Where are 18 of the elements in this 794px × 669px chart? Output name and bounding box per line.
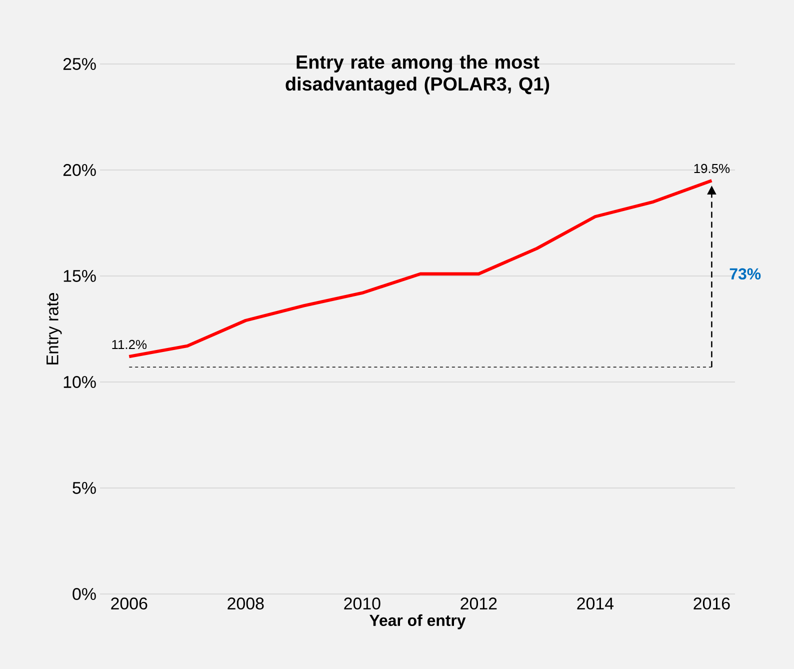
chart-title: Entry rate among the most disadvantaged (POLAR3, Q1) xyxy=(286,54,550,94)
x-tick-label: 2010 xyxy=(344,598,380,610)
x-tick-label: 2006 xyxy=(111,598,148,610)
y-tick-label: 20% xyxy=(63,164,96,176)
annotation: 73% xyxy=(730,268,761,280)
x-tick-label: 2008 xyxy=(228,598,264,610)
y-axis-title: Entry rate xyxy=(46,293,62,364)
y-tick-label: 15% xyxy=(64,270,96,282)
x-tick-label: 2012 xyxy=(460,598,497,610)
y-tick-label: 5% xyxy=(72,482,96,494)
y-tick-label: 0% xyxy=(72,588,96,600)
y-tick-label: 10% xyxy=(64,376,96,388)
y-tick-label: 25% xyxy=(63,58,96,70)
x-tick-label: 2014 xyxy=(577,598,614,610)
x-tick-label: 2016 xyxy=(694,598,730,610)
data-label: 19.5% xyxy=(694,164,730,174)
x-axis-title: Year of entry xyxy=(369,614,466,630)
data-label: 11.2% xyxy=(112,340,147,350)
